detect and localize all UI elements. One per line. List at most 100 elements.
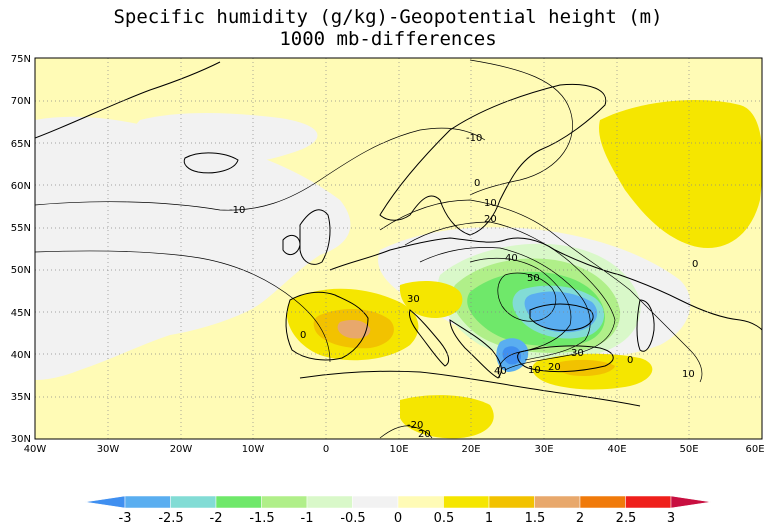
y-tick-label: 65N — [11, 139, 31, 150]
contour-label: 50 — [527, 273, 540, 284]
y-tick-label: 50N — [11, 265, 31, 276]
coast-iberia — [285, 291, 369, 361]
colorbar-label: 3 — [667, 511, 675, 526]
contour-0-west — [35, 250, 331, 363]
coast-turkey — [517, 345, 614, 373]
x-tick-label: 30W — [97, 444, 120, 455]
shade-pos-1-alps — [399, 280, 463, 318]
x-tick-label: 20E — [461, 444, 480, 455]
contour-label: 40 — [494, 366, 507, 377]
x-axis: 40W 30W 20W 10W 0 10E 20E 30E 40E 50E 60… — [24, 444, 765, 455]
coast-continent — [329, 237, 762, 331]
contour-label: 30 — [571, 348, 584, 359]
y-axis: 30N 35N 40N 45N 50N 55N 60N 65N 70N 75N — [11, 54, 31, 445]
x-tick-label: 20W — [170, 444, 193, 455]
shade-neg-3.5-aegean — [502, 346, 522, 365]
colorbar-swatch — [170, 495, 217, 509]
coast-north-africa — [299, 370, 641, 407]
coast-black-sea — [529, 303, 594, 331]
contour-minus10 — [35, 127, 486, 211]
contour-label: 20 — [418, 429, 431, 440]
map-field: -10 -10 0 10 20 40 50 30 0 30 20 10 0 10… — [35, 58, 762, 440]
contour-40 — [469, 257, 572, 379]
colorbar-label: 2 — [576, 511, 584, 526]
contour-label: -20 — [407, 420, 423, 431]
x-tick-label: 10W — [242, 444, 265, 455]
colorbar-swatch — [443, 495, 490, 509]
contour-label: -10 — [466, 133, 482, 144]
contour-label: 0 — [474, 178, 480, 189]
colorbar-swatch — [397, 495, 444, 509]
chart-subtitle: 1000 mb-differences — [279, 28, 497, 50]
colorbar-swatch — [579, 495, 626, 509]
colorbar-swatch — [306, 495, 353, 509]
contour-labels: -10 -10 0 10 20 40 50 30 0 30 20 10 0 10… — [229, 133, 698, 440]
colorbar-label: -2 — [210, 511, 223, 526]
colorbar-swatch — [488, 495, 535, 509]
colorbar-label: 2.5 — [616, 511, 637, 526]
colorbar-label: -2.5 — [158, 511, 183, 526]
colorbar-label: -1 — [301, 511, 314, 526]
coastlines — [35, 61, 762, 407]
shade-neg-0.5-atlantic — [35, 116, 351, 381]
contour-label: 10 — [484, 198, 497, 209]
coast-caspian — [636, 299, 655, 352]
coast-iceland — [183, 152, 239, 174]
colorbar-label: 0.5 — [434, 511, 455, 526]
shade-pos-1-northeast — [599, 100, 762, 248]
x-tick-label: 40E — [607, 444, 626, 455]
y-tick-label: 55N — [11, 223, 31, 234]
y-tick-label: 75N — [11, 54, 31, 65]
colorbar-label: -0.5 — [340, 511, 365, 526]
coast-greenland — [35, 61, 221, 139]
contour-label: 40 — [505, 253, 518, 264]
map-frame — [34, 57, 763, 440]
colorbar-swatch — [625, 495, 672, 509]
y-tick-label: 60N — [11, 181, 31, 192]
x-tick-label: 60E — [745, 444, 764, 455]
y-tick-label: 70N — [11, 96, 31, 107]
y-tick-label: 30N — [11, 434, 31, 445]
x-tick-label: 0 — [323, 444, 329, 455]
colorbar-arrow-low — [84, 495, 126, 509]
contour-label: 20 — [484, 214, 497, 225]
colorbar-swatch — [534, 495, 581, 509]
contour-label: 0 — [627, 355, 633, 366]
colorbar-swatch — [352, 495, 399, 509]
contour-20 — [404, 221, 616, 371]
chart-title: Specific humidity (g/kg)-Geopotential he… — [113, 6, 663, 28]
coast-balkans — [449, 319, 502, 379]
colorbar-label: -3 — [119, 511, 132, 526]
contour-label: 10 — [682, 369, 695, 380]
colorbar — [84, 495, 712, 509]
coast-british-isles — [299, 209, 331, 265]
shade-pos-1-africa — [400, 395, 494, 439]
coast-ireland — [282, 234, 301, 256]
coast-scandinavia — [379, 83, 607, 236]
contour-minus20 — [379, 425, 433, 439]
shade-neg-3-blacksea — [524, 291, 598, 333]
contour-0-north — [469, 59, 573, 196]
coast-italy — [409, 309, 450, 367]
contour-label: 20 — [548, 362, 561, 373]
colorbar-arrow-high — [670, 495, 712, 509]
contour-label: 10 — [528, 365, 541, 376]
y-tick-label: 45N — [11, 308, 31, 319]
contour-label: 0 — [692, 259, 698, 270]
colorbar-swatch — [124, 495, 171, 509]
contour-50 — [497, 272, 557, 322]
x-tick-label: 40W — [24, 444, 47, 455]
shade-pos-1.5-east — [557, 359, 615, 376]
contour-10 — [379, 199, 703, 383]
colorbar-labels: -3 -2.5 -2 -1.5 -1 -0.5 0 0.5 1 1.5 2 2.… — [119, 511, 676, 526]
colorbar-label: 1 — [485, 511, 493, 526]
colorbar-swatch — [261, 495, 308, 509]
y-tick-label: 35N — [11, 392, 31, 403]
x-tick-label: 30E — [534, 444, 553, 455]
colorbar-label: -1.5 — [249, 511, 274, 526]
colorbar-label: 1.5 — [525, 511, 546, 526]
contours — [35, 59, 703, 439]
contour-label: -10 — [229, 205, 245, 216]
y-tick-label: 40N — [11, 350, 31, 361]
